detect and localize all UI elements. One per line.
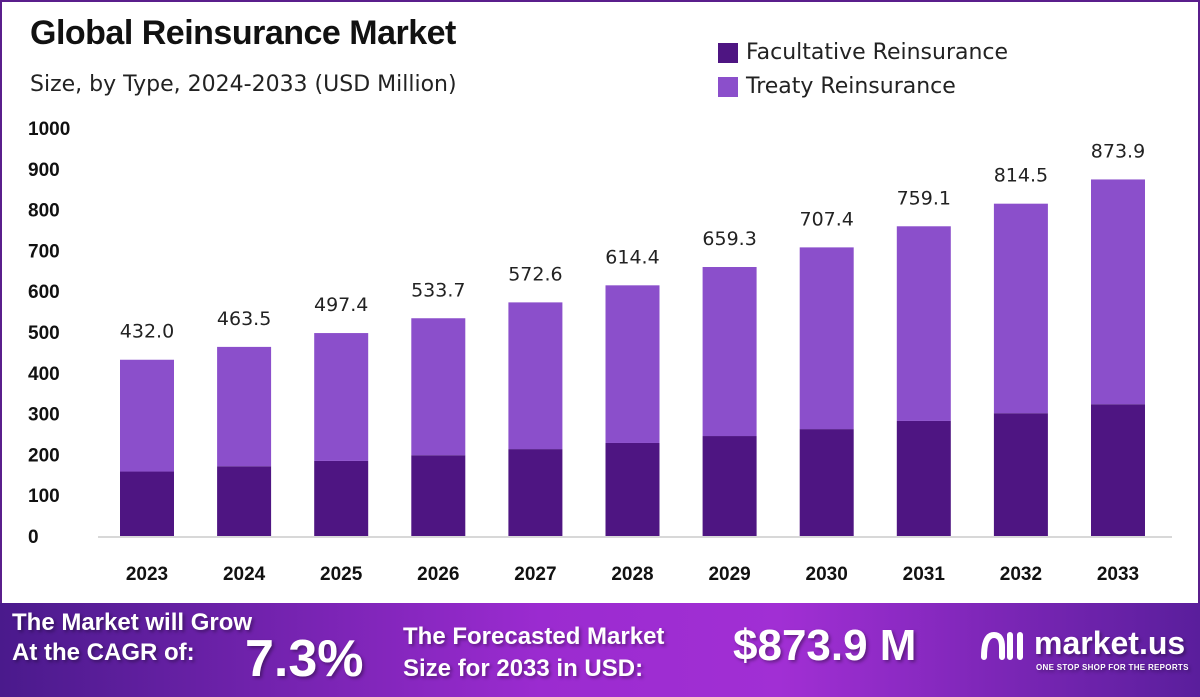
x-tick-label: 2032 [1000,564,1042,585]
bar-facultative-2031 [896,420,951,536]
y-tick-label: 300 [28,405,60,426]
bar-treaty-2032 [993,203,1048,414]
cagr-line2: At the CAGR of: [12,639,195,666]
x-tick-label: 2030 [806,564,848,585]
bar-facultative-2029 [702,436,757,536]
bar-facultative-2030 [799,429,854,536]
chart-subtitle: Size, by Type, 2024-2033 (USD Million) [30,72,457,97]
forecast-line2: Size for 2033 in USD: [403,655,644,682]
legend-label: Treaty Reinsurance [746,74,956,99]
bar-treaty-2028 [605,285,660,443]
data-label-2026: 533.7 [411,279,465,301]
logo-name: market.us [1034,625,1186,661]
y-tick-label: 800 [28,201,60,222]
bar-facultative-2032 [993,413,1048,536]
logo-tagline: ONE STOP SHOP FOR THE REPORTS [1036,663,1189,672]
bar-chart: 0 100 200 300 400 500 600 700 800 900 1000 432.0 202… [28,119,1172,585]
data-label-2033: 873.9 [1091,140,1145,162]
data-label-2027: 572.6 [508,263,562,285]
bar-facultative-2033 [1091,404,1145,536]
y-tick-label: 0 [28,527,39,548]
x-tick-label: 2027 [514,564,556,585]
x-tick-label: 2025 [320,564,363,585]
legend-swatch [718,42,738,63]
bar-treaty-2025 [314,333,369,461]
data-label-2030: 707.4 [799,208,853,230]
x-tick-label: 2031 [903,564,946,585]
cagr-line1: The Market will Grow [12,609,253,636]
chart-title: Global Reinsurance Market [30,14,456,52]
cagr-value: 7.3% [245,630,364,688]
bar-facultative-2025 [314,460,369,536]
bar-treaty-2026 [411,318,466,456]
y-tick-label: 600 [28,282,60,303]
bar-treaty-2029 [702,267,757,437]
x-tick-label: 2028 [611,564,653,585]
bar-treaty-2033 [1091,179,1145,405]
legend-label: Facultative Reinsurance [746,40,1009,65]
bar-facultative-2024 [217,466,272,536]
x-tick-label: 2023 [126,564,168,585]
x-tick-label: 2024 [223,564,266,585]
y-tick-label: 500 [28,323,60,344]
data-label-2032: 814.5 [994,165,1048,187]
bar-treaty-2030 [799,247,854,430]
bar-facultative-2023 [120,471,174,536]
market-us-logo-icon [981,631,1023,660]
data-label-2023: 432.0 [120,321,174,343]
y-tick-label: 200 [28,445,60,466]
forecast-line1: The Forecasted Market [403,623,665,650]
legend-item-facultative: Facultative Reinsurance [718,40,1008,65]
bar-facultative-2027 [508,449,563,536]
y-tick-label: 400 [28,364,60,385]
bar-facultative-2028 [605,442,660,536]
y-tick-label: 100 [28,486,60,507]
legend-item-treaty: Treaty Reinsurance [718,74,956,99]
x-tick-label: 2026 [417,564,459,585]
summary-banner: The Market will Grow At the CAGR of: 7.3… [0,603,1200,697]
data-label-2028: 614.4 [605,246,659,268]
data-label-2024: 463.5 [217,308,271,330]
y-tick-label: 700 [28,241,60,262]
bar-treaty-2023 [120,359,174,472]
bar-treaty-2031 [896,226,951,421]
bar-treaty-2027 [508,302,563,450]
data-label-2029: 659.3 [702,228,756,250]
y-tick-label: 1000 [28,119,70,140]
bar-facultative-2026 [411,455,466,536]
forecast-value: $873.9 M [733,621,917,670]
x-tick-label: 2033 [1097,564,1139,585]
legend-swatch [718,76,738,97]
data-label-2031: 759.1 [897,187,951,209]
data-label-2025: 497.4 [314,294,368,316]
x-tick-label: 2029 [708,564,750,585]
bar-treaty-2024 [217,346,272,467]
y-tick-label: 900 [28,160,60,181]
